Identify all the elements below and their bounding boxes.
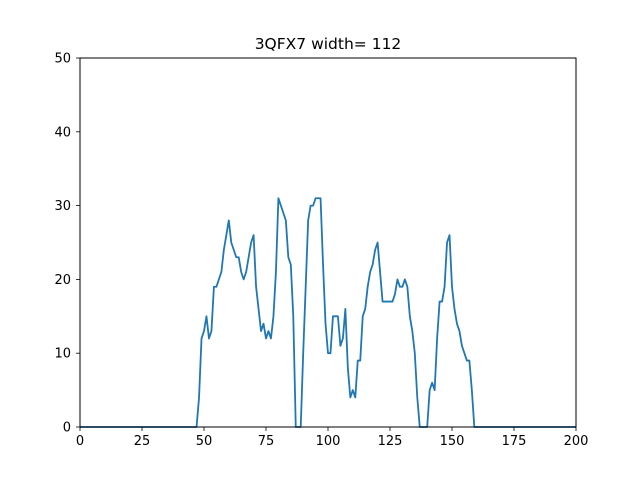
plot-background (80, 58, 576, 427)
y-tick-label: 0 (63, 421, 71, 436)
x-tick-label: 150 (440, 434, 465, 449)
x-tick-label: 100 (316, 434, 341, 449)
y-tick-label: 30 (54, 199, 71, 214)
y-axis: 0 10 20 30 40 50 (54, 52, 80, 436)
x-tick-label: 200 (564, 434, 589, 449)
chart-title: 3QFX7 width= 112 (255, 35, 402, 53)
x-tick-label: 175 (502, 434, 527, 449)
x-tick-label: 0 (76, 434, 84, 449)
x-axis: 0 25 50 75 100 125 150 175 200 (76, 427, 589, 449)
x-tick-label: 25 (134, 434, 151, 449)
x-tick-label: 125 (378, 434, 403, 449)
series-layer (80, 197, 576, 428)
y-tick-label: 20 (54, 273, 71, 288)
x-tick-label: 50 (196, 434, 213, 449)
y-tick-label: 40 (54, 125, 71, 140)
x-tick-label: 75 (258, 434, 275, 449)
series-line (80, 197, 576, 428)
y-tick-label: 10 (54, 347, 71, 362)
y-tick-label: 50 (54, 52, 71, 67)
